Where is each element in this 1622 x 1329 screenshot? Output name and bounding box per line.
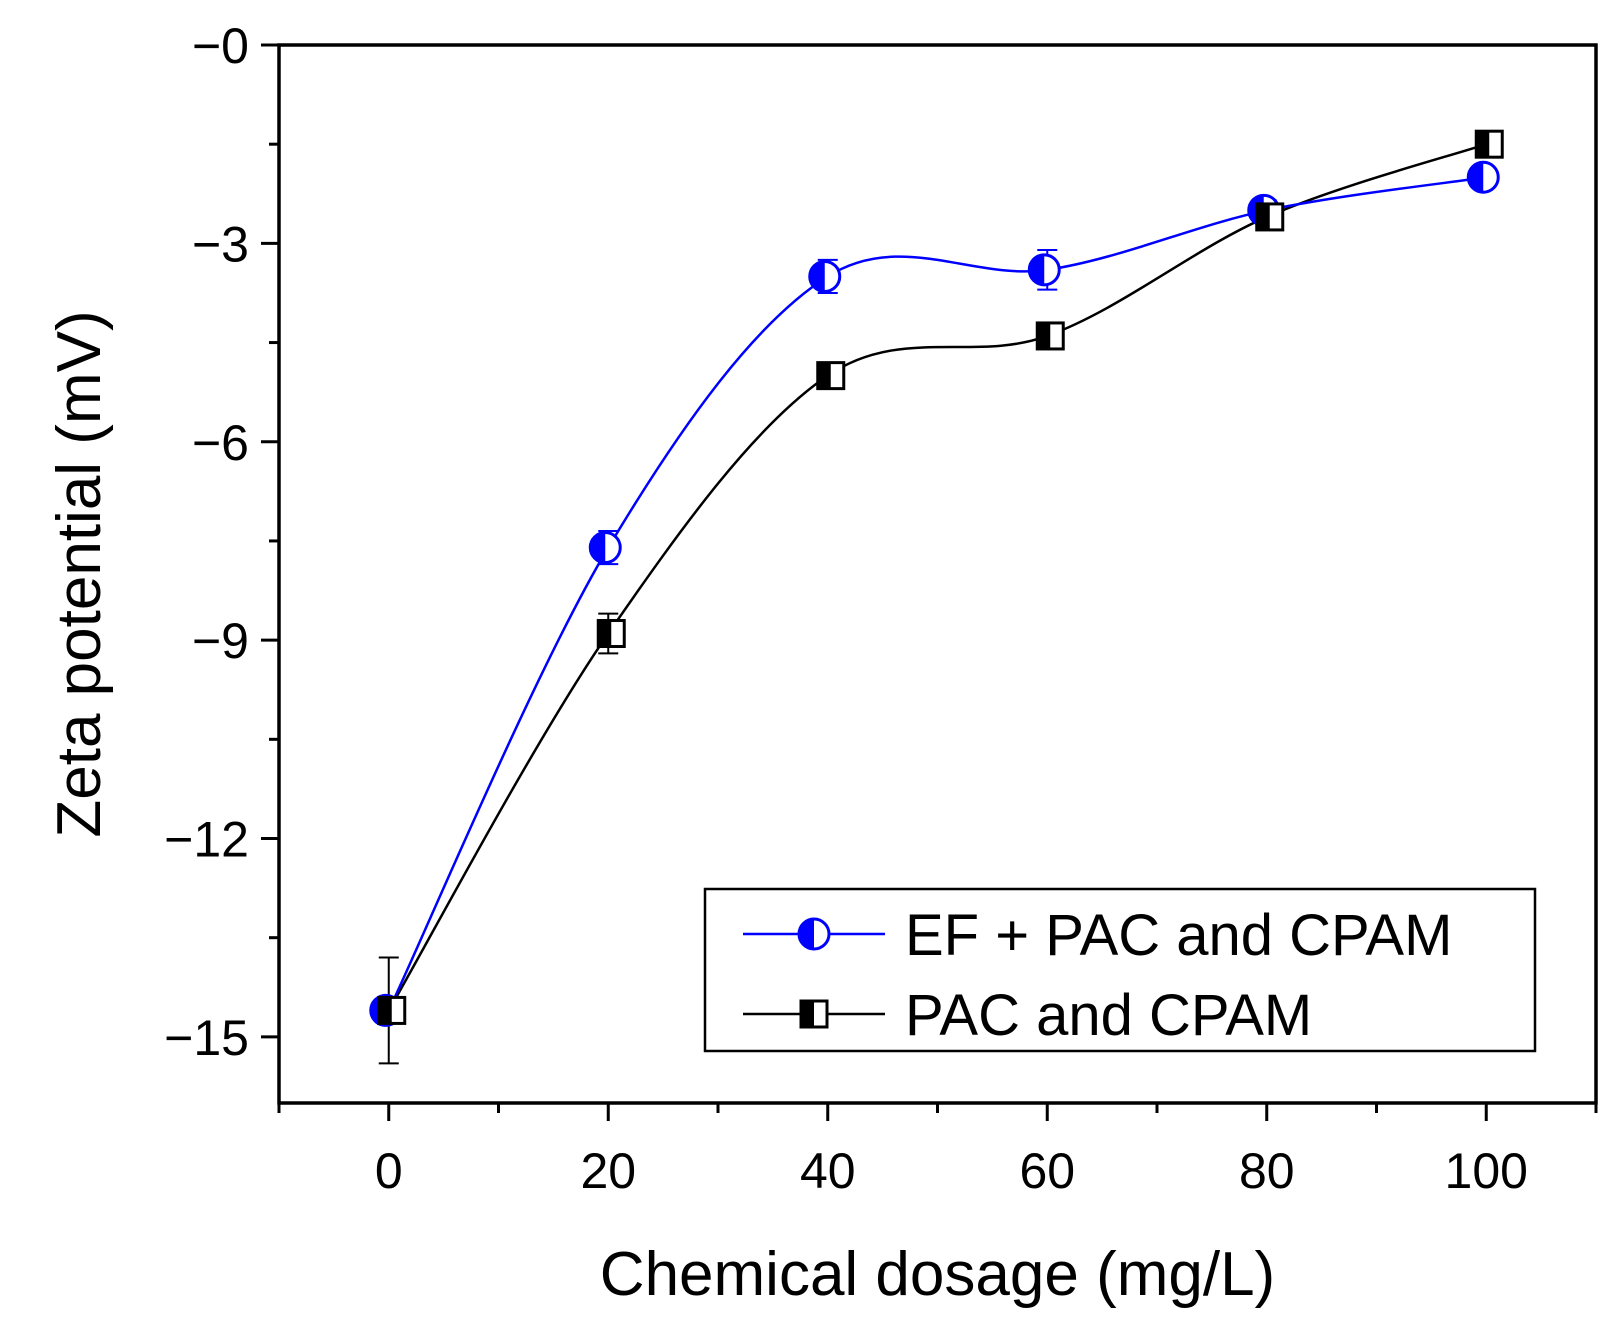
data-point	[1466, 160, 1500, 194]
data-point	[1255, 202, 1285, 232]
y-tick-label: −0	[192, 18, 249, 74]
legend-entry: PAC and CPAM	[743, 983, 1312, 1048]
data-point	[1035, 321, 1065, 351]
series-line-1	[387, 143, 1487, 1012]
marker-fill	[1476, 131, 1490, 158]
series-line-0	[387, 176, 1487, 1011]
marker-fill	[590, 532, 606, 563]
legend-box	[703, 887, 1537, 1053]
data-point	[1027, 253, 1061, 287]
data-point	[377, 995, 407, 1025]
data-point	[596, 619, 626, 649]
marker-fill	[801, 1001, 814, 1027]
series-lines	[387, 143, 1487, 1012]
y-tick-label: −6	[192, 415, 249, 471]
legend-marker	[799, 999, 829, 1029]
legend: EF + PAC and CPAM PAC and CPAM	[703, 887, 1537, 1053]
legend-label: PAC and CPAM	[905, 983, 1312, 1048]
legend-label: EF + PAC and CPAM	[905, 903, 1452, 968]
data-point	[588, 531, 622, 565]
y-tick-label: −3	[192, 216, 249, 272]
y-tick-label: −15	[164, 1010, 249, 1066]
x-tick-label: 60	[1019, 1143, 1075, 1199]
marker-fill	[817, 362, 831, 389]
data-point	[808, 259, 842, 293]
marker-fill	[378, 997, 392, 1024]
legend-entry: EF + PAC and CPAM	[743, 903, 1452, 968]
data-point	[816, 361, 846, 391]
legend-marker	[797, 917, 831, 951]
marker-fill	[1029, 254, 1045, 285]
marker-fill	[1037, 322, 1051, 349]
x-tick-label: 20	[580, 1143, 636, 1199]
y-tick-label: −12	[164, 812, 249, 868]
data-markers	[369, 129, 1504, 1027]
x-axis-title: Chemical dosage (mg/L)	[600, 1240, 1275, 1309]
marker-fill	[809, 261, 825, 292]
data-point	[1474, 129, 1504, 159]
y-tick-label: −9	[192, 613, 249, 669]
x-tick-label: 0	[375, 1143, 403, 1199]
marker-fill	[1256, 203, 1270, 230]
marker-fill	[1468, 162, 1484, 193]
marker-fill	[598, 620, 612, 647]
marker-fill	[799, 919, 814, 949]
x-tick-label: 100	[1445, 1143, 1528, 1199]
y-axis-title: Zeta potential (mV)	[45, 310, 114, 837]
x-tick-label: 40	[800, 1143, 856, 1199]
x-tick-label: 80	[1239, 1143, 1295, 1199]
axes: 0 20 40 60 80 100 −0 −3 −6 −9 −12 −15	[164, 18, 1598, 1199]
